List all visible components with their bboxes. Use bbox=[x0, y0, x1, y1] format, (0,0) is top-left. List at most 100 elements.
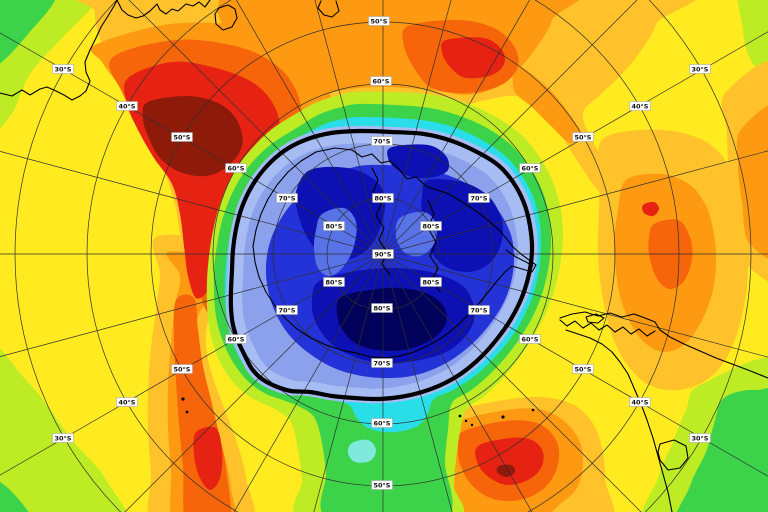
graticule-label-text: 70°S bbox=[471, 195, 488, 203]
graticule-label-text: 50°S bbox=[575, 366, 592, 374]
graticule-label-box bbox=[171, 132, 193, 142]
region-red-sw bbox=[193, 426, 223, 491]
meridian-line-75 bbox=[382, 253, 453, 512]
meridian-line-30 bbox=[382, 253, 768, 477]
graticule-label-box bbox=[371, 136, 393, 146]
graticule-label-box bbox=[368, 16, 390, 26]
graticule-label: 40°S bbox=[629, 101, 651, 111]
graticule-label-box bbox=[572, 364, 594, 374]
graticule-label-box bbox=[519, 334, 541, 344]
graticule-label-box bbox=[371, 480, 393, 490]
graticule-label: 40°S bbox=[116, 397, 138, 407]
island-dot-0 bbox=[181, 397, 185, 401]
coast-australia-east bbox=[116, 0, 211, 19]
meridian-line-255 bbox=[314, 0, 384, 255]
graticule-label: 80°S bbox=[420, 277, 442, 287]
graticule-label-box bbox=[629, 397, 651, 407]
graticule-label-box bbox=[519, 163, 541, 173]
island-dot-2 bbox=[458, 414, 462, 418]
island-dot-1 bbox=[185, 410, 189, 414]
graticule-label: 90°S bbox=[372, 249, 394, 259]
region-orange-finger-e bbox=[512, 65, 581, 144]
graticule-label-text: 30°S bbox=[55, 435, 72, 443]
ozone-hole-boundary bbox=[228, 128, 535, 402]
meridian-line-135 bbox=[124, 253, 384, 512]
meridian-line-15 bbox=[382, 253, 768, 358]
graticule-label: 80°S bbox=[323, 277, 345, 287]
graticule-label-box bbox=[371, 303, 393, 313]
graticule-label-text: 60°S bbox=[228, 336, 245, 344]
region-red-ne bbox=[642, 201, 660, 217]
meridian-line-165 bbox=[0, 253, 384, 357]
graticule-label: 50°S bbox=[572, 132, 594, 142]
graticule-labels: 50°S 60°S 70°S 80°S 90°S 80°S 70°S 60°S 50°S 30°S… bbox=[52, 16, 711, 490]
graticule-label: 50°S bbox=[572, 364, 594, 374]
island-dot-6 bbox=[531, 408, 535, 412]
graticule-label-text: 80°S bbox=[423, 223, 440, 231]
graticule-label: 50°S bbox=[368, 16, 390, 26]
graticule-label: 30°S bbox=[689, 433, 711, 443]
graticule-label-text: 30°S bbox=[692, 435, 709, 443]
graticule-label-box bbox=[276, 305, 298, 315]
graticule-label: 60°S bbox=[371, 418, 393, 428]
coast-australia-west bbox=[0, 86, 87, 101]
graticule-label-box bbox=[116, 101, 138, 111]
graticule-label: 80°S bbox=[420, 221, 442, 231]
graticule-label-text: 30°S bbox=[692, 66, 709, 74]
meridian-line-210 bbox=[0, 32, 384, 255]
coast-tdf-island bbox=[585, 313, 605, 324]
graticule-label: 50°S bbox=[171, 132, 193, 142]
graticule-label-text: 70°S bbox=[374, 360, 391, 368]
graticule-label-text: 80°S bbox=[326, 223, 343, 231]
graticule-label: 50°S bbox=[371, 480, 393, 490]
graticule-label: 30°S bbox=[52, 433, 74, 443]
graticule-label: 30°S bbox=[52, 64, 74, 74]
region-bl-green bbox=[0, 481, 29, 512]
graticule-label-box bbox=[572, 132, 594, 142]
coast-australia-gulf bbox=[84, 0, 118, 92]
graticule-label: 40°S bbox=[116, 101, 138, 111]
graticule-label-text: 30°S bbox=[55, 66, 72, 74]
island-dot-5 bbox=[501, 415, 505, 419]
graticule-label-box bbox=[52, 433, 74, 443]
graticule-label-box bbox=[225, 334, 247, 344]
graticule-label-box bbox=[171, 364, 193, 374]
meridian-line-195 bbox=[0, 151, 384, 255]
meridian-line-120 bbox=[233, 253, 384, 512]
region-tl-green bbox=[0, 0, 56, 65]
graticule-label-box bbox=[629, 101, 651, 111]
graticule-label-text: 80°S bbox=[423, 279, 440, 287]
graticule-label-text: 70°S bbox=[279, 307, 296, 315]
region-darkest-core bbox=[336, 287, 447, 352]
coast-tierra-del-fuego bbox=[559, 319, 656, 337]
graticule-label-box bbox=[468, 193, 490, 203]
graticule-label: 60°S bbox=[370, 76, 392, 86]
graticule-label-text: 80°S bbox=[374, 305, 391, 313]
graticule-label: 80°S bbox=[323, 221, 345, 231]
graticule-label-text: 40°S bbox=[632, 399, 649, 407]
meridian-line-330 bbox=[382, 31, 768, 255]
graticule-label: 70°S bbox=[468, 193, 490, 203]
graticule-label-text: 60°S bbox=[228, 165, 245, 173]
graticule-label: 70°S bbox=[371, 136, 393, 146]
graticule-label: 60°S bbox=[225, 163, 247, 173]
graticule-label: 60°S bbox=[519, 334, 541, 344]
graticule-label-text: 50°S bbox=[371, 18, 388, 26]
coast-tasmania bbox=[214, 4, 238, 31]
graticule-label-box bbox=[370, 76, 392, 86]
coast-new-zealand bbox=[317, 0, 340, 18]
graticule-label-text: 40°S bbox=[632, 103, 649, 111]
coast-antarctica bbox=[252, 147, 537, 359]
graticule-label: 30°S bbox=[689, 64, 711, 74]
meridian-line-300 bbox=[382, 0, 531, 255]
graticule-label-box bbox=[225, 163, 247, 173]
coast-antarctic-peninsula bbox=[505, 249, 534, 267]
graticule-label: 40°S bbox=[629, 397, 651, 407]
graticule-label-box bbox=[420, 277, 442, 287]
island-dot-4 bbox=[470, 423, 474, 427]
graticule-label-text: 40°S bbox=[119, 103, 136, 111]
meridian-line-45 bbox=[382, 253, 642, 512]
